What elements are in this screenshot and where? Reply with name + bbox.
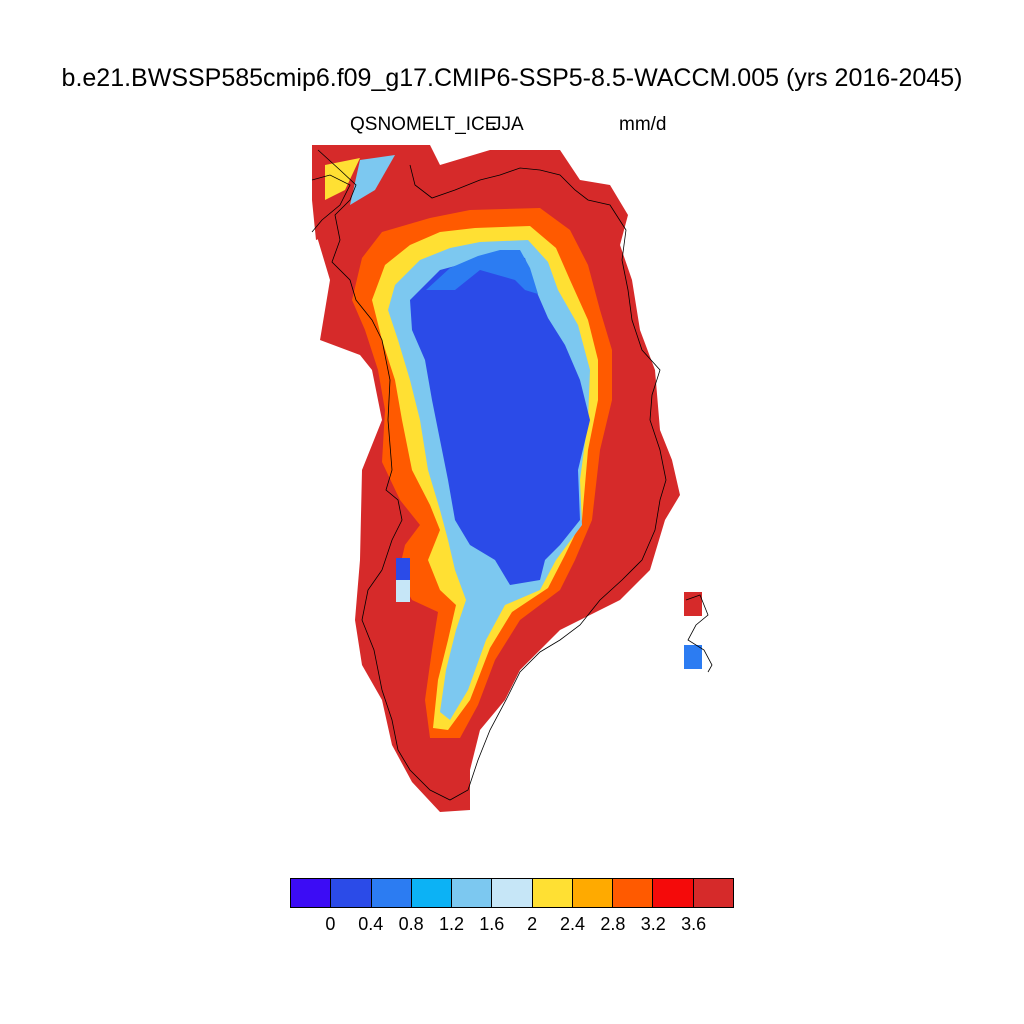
colorbar-tick-label: 0.4 — [358, 914, 384, 934]
colorbar-swatch — [492, 879, 533, 907]
colorbar-tick-label: 1.2 — [438, 914, 464, 934]
colorbar-tick-label: 2.8 — [600, 914, 626, 934]
colorbar-tick-label: 1.6 — [479, 914, 505, 934]
colorbar-swatch — [331, 879, 372, 907]
northwest-strip-yellow — [325, 158, 360, 200]
colorbar-swatch — [653, 879, 694, 907]
east-island-red-cell — [684, 592, 702, 616]
units-label: mm/d — [619, 114, 667, 135]
ellesmere-coastline — [311, 174, 351, 233]
coastline — [311, 149, 713, 801]
colorbar-tick-label: 3.2 — [640, 914, 666, 934]
east-island-blue-cell — [684, 645, 702, 669]
colorbar-tick-label: 2 — [527, 914, 538, 934]
interior-medium-blue — [426, 250, 538, 294]
melt-field — [312, 145, 702, 812]
colorbar-tick-label: 3.6 — [681, 914, 707, 934]
colorbar-tick-labels: 0 0.4 0.8 1.2 1.6 2 2.4 2.8 3.2 3.6 — [290, 914, 734, 938]
colorbar-swatch — [532, 879, 573, 907]
colorbar-tick-label: 2.4 — [560, 914, 586, 934]
colorbar-tick-label: 0.8 — [398, 914, 424, 934]
colorbar-tick-label: 0 — [325, 914, 336, 934]
map-title: b.e21.BWSSP585cmip6.f09_g17.CMIP6-SSP5-8… — [61, 64, 963, 92]
west-coast-light-cell — [396, 580, 410, 602]
colorbar-swatch — [693, 879, 733, 907]
greenland-coastline — [317, 149, 667, 801]
interior-low-melt-region — [410, 252, 590, 585]
variable-label: QSNOMELT_ICE — [350, 114, 498, 135]
east-island-coastline — [685, 594, 713, 673]
colorbar-swatch — [291, 879, 332, 907]
colorbar-swatch — [572, 879, 614, 907]
northwest-strip-light — [350, 155, 395, 205]
colorbar-swatch — [452, 879, 493, 907]
colorbar-swatch — [613, 879, 654, 907]
colorbar-swatch — [371, 879, 412, 907]
west-coast-blue-cell — [396, 558, 410, 580]
colorbar — [290, 878, 734, 908]
season-label: JJA — [492, 114, 524, 135]
colorbar-swatch — [411, 879, 453, 907]
